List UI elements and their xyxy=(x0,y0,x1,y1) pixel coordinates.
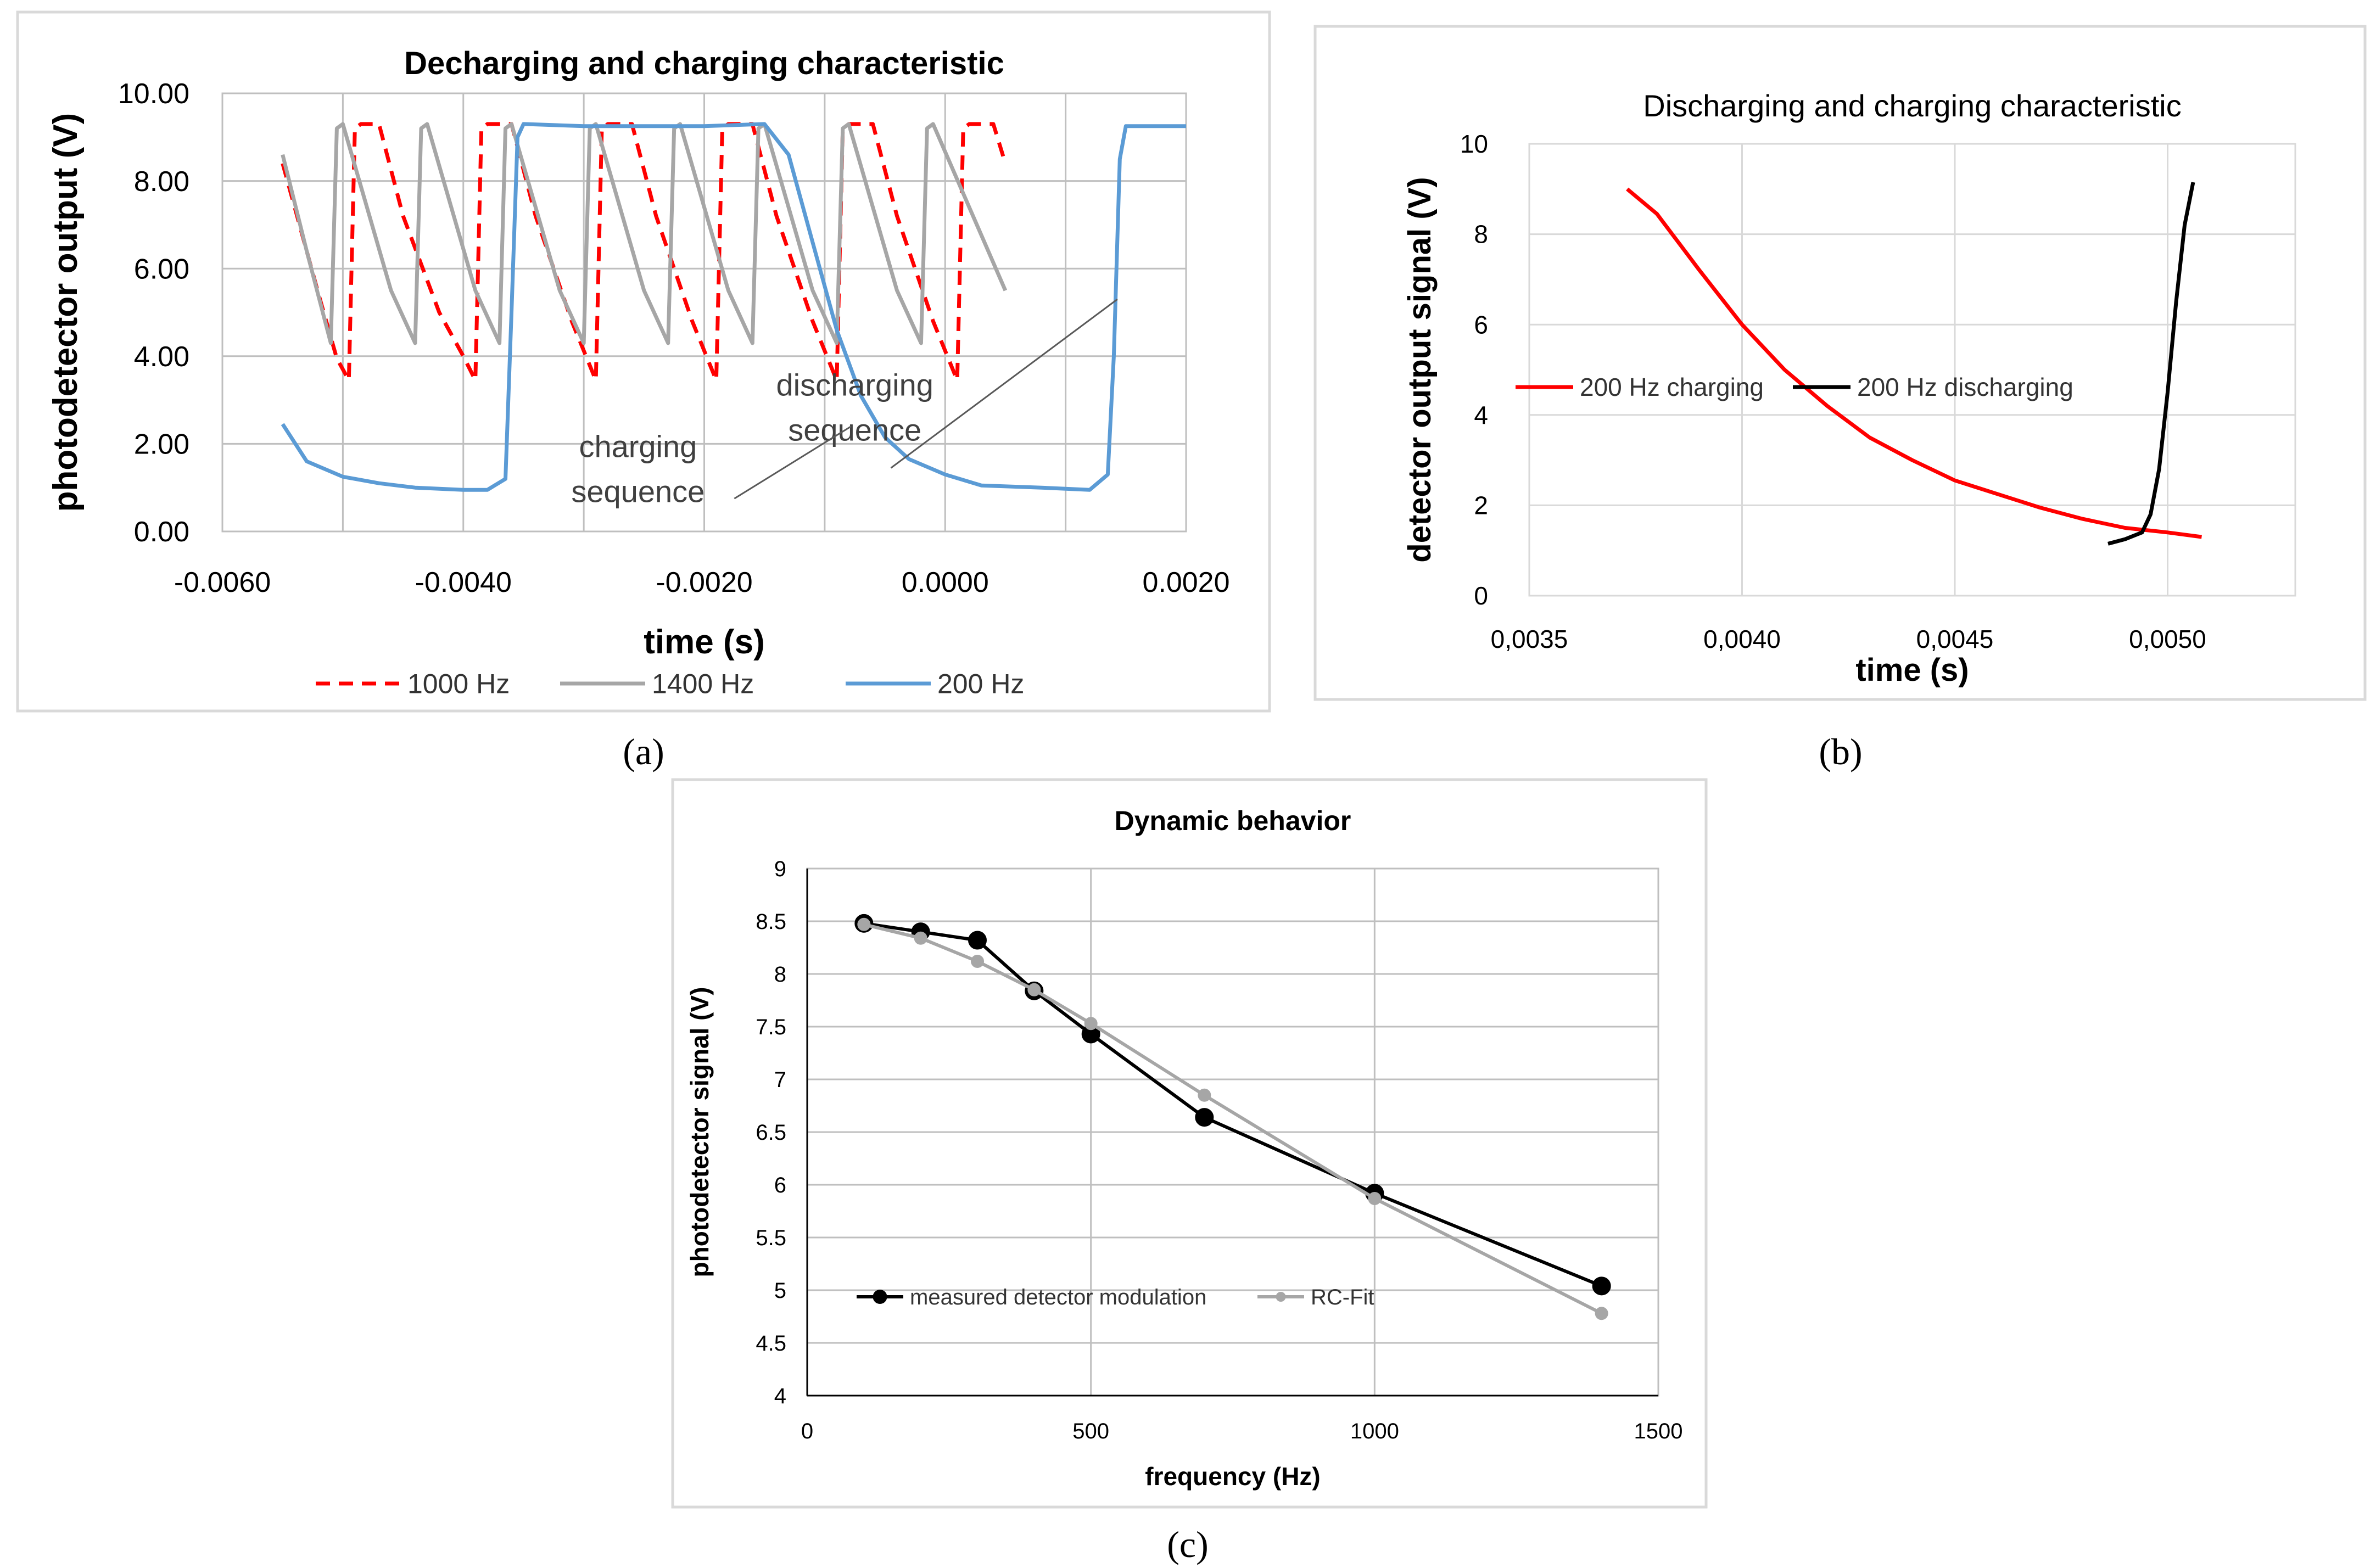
chart-a-y-axis-label: photodetector output (V) xyxy=(47,113,85,512)
chart-b-ytick-label: 6 xyxy=(1474,310,1488,339)
chart-c-ytick-label: 6.5 xyxy=(756,1121,786,1145)
chart-a-title: Decharging and charging characteristic xyxy=(404,46,1004,81)
chart-b-ytick-label: 10 xyxy=(1460,130,1488,158)
chart-c-series-0-point xyxy=(1195,1108,1214,1127)
chart-c-series-1-point xyxy=(1595,1307,1608,1320)
panel-b-frame xyxy=(1313,25,2367,701)
chart-c-ytick-label: 7 xyxy=(774,1068,786,1092)
chart-b: Discharging and charging characteristic 0… xyxy=(1402,88,2296,688)
chart-a-x-axis-label: time (s) xyxy=(644,623,764,661)
chart-c-series-1-point xyxy=(1084,1017,1098,1031)
chart-a-xtick-label: 0.0000 xyxy=(902,567,989,598)
chart-a-ytick-label: 10.00 xyxy=(118,78,189,110)
chart-b-xtick-label: 0,0050 xyxy=(2129,625,2206,653)
chart-b-ytick-label: 0 xyxy=(1474,581,1488,610)
chart-a-ytick-label: 2.00 xyxy=(134,429,189,461)
chart-a-ytick-label: 0.00 xyxy=(134,516,189,548)
chart-c-ytick-label: 5.5 xyxy=(756,1226,786,1250)
chart-a-annotation-text: sequence xyxy=(788,413,921,447)
chart-a-legend-label: 1400 Hz xyxy=(652,669,754,699)
chart-c-series-1-point xyxy=(857,917,871,931)
chart-c-legend-marker xyxy=(1276,1292,1286,1302)
chart-c-y-axis-label: photodetector signal (V) xyxy=(685,987,714,1278)
chart-a-xtick-label: -0.0020 xyxy=(656,567,752,598)
chart-c-ytick-label: 4 xyxy=(774,1384,786,1408)
chart-c-ytick-label: 4.5 xyxy=(756,1331,786,1356)
caption-b: (b) xyxy=(1819,731,1862,772)
caption-a: (a) xyxy=(623,731,664,772)
chart-a-series-line-0 xyxy=(281,122,1008,383)
chart-c-series-1-point xyxy=(971,954,984,968)
chart-b-y-axis-label: detector output signal (V) xyxy=(1402,177,1438,562)
chart-a-plot-area xyxy=(221,92,1187,533)
chart-c-series-0-point xyxy=(1592,1276,1611,1296)
chart-c-ytick-label: 7.5 xyxy=(756,1015,786,1039)
chart-b-series-line-0 xyxy=(1626,187,2202,539)
chart-c-xtick-label: 1000 xyxy=(1350,1419,1399,1443)
chart-a-ytick-label: 8.00 xyxy=(134,166,189,198)
chart-c: Dynamic behavior 0 500 1000 1500 4 4.5 5 5.5 6 6.5… xyxy=(685,805,1682,1491)
chart-a-series-line-2 xyxy=(281,122,1186,492)
chart-c-series-line-1 xyxy=(863,922,1603,1315)
chart-b-title: Discharging and charging characteristic xyxy=(1643,88,2182,123)
chart-a-annotation-leader xyxy=(890,298,1118,469)
chart-b-ytick-label: 4 xyxy=(1474,401,1488,429)
panel-c-frame xyxy=(671,778,1708,1509)
chart-b-ytick-label: 2 xyxy=(1474,491,1488,520)
chart-a-legend-label: 1000 Hz xyxy=(407,669,510,699)
chart-c-xtick-label: 1500 xyxy=(1634,1419,1683,1443)
chart-b-legend-label: 200 Hz charging xyxy=(1580,373,1764,401)
chart-b-legend-label: 200 Hz discharging xyxy=(1857,373,2073,401)
chart-c-ytick-label: 5 xyxy=(774,1279,786,1303)
chart-c-ytick-label: 6 xyxy=(774,1173,786,1197)
chart-c-ytick-label: 8 xyxy=(774,962,786,987)
chart-b-x-axis-label: time (s) xyxy=(1855,652,1969,688)
chart-c-x-axis-label: frequency (Hz) xyxy=(1145,1462,1320,1491)
chart-a: Decharging and charging characteristic -0… xyxy=(47,46,1230,699)
chart-c-legend-marker xyxy=(873,1290,887,1304)
panel-a-frame xyxy=(16,10,1271,713)
chart-c-xtick-label: 0 xyxy=(801,1419,813,1443)
chart-b-series-line-1 xyxy=(2107,182,2195,546)
chart-b-xtick-label: 0,0035 xyxy=(1491,625,1568,653)
chart-a-ytick-label: 6.00 xyxy=(134,253,189,285)
chart-c-ytick-label: 9 xyxy=(774,857,786,881)
chart-a-annotation-text: charging xyxy=(579,429,697,463)
chart-b-xtick-label: 0,0045 xyxy=(1916,625,1994,653)
chart-a-annotation-leader xyxy=(734,425,852,500)
chart-a-series-line-1 xyxy=(281,122,1008,345)
chart-b-xtick-label: 0,0040 xyxy=(1703,625,1781,653)
chart-a-ytick-label: 4.00 xyxy=(134,341,189,373)
chart-c-series-1-point xyxy=(1198,1088,1211,1102)
chart-c-series-1-point xyxy=(1368,1191,1382,1205)
chart-a-xtick-label: -0.0040 xyxy=(415,567,512,598)
chart-c-legend-label: measured detector modulation xyxy=(910,1285,1206,1309)
chart-a-annotation-text: discharging xyxy=(776,368,933,402)
chart-b-ytick-label: 8 xyxy=(1474,220,1488,249)
chart-c-ytick-label: 8.5 xyxy=(756,910,786,934)
chart-b-plot-area xyxy=(1528,143,2296,597)
chart-c-series-1-point xyxy=(1027,983,1041,996)
chart-c-legend-label: RC-Fit xyxy=(1311,1285,1374,1309)
chart-a-legend-label: 200 Hz xyxy=(937,669,1024,699)
chart-a-xtick-label: -0.0060 xyxy=(174,567,271,598)
chart-c-series-1-point xyxy=(914,931,927,945)
chart-c-xtick-label: 500 xyxy=(1072,1419,1109,1443)
chart-c-title: Dynamic behavior xyxy=(1115,805,1351,836)
chart-a-annotation-text: sequence xyxy=(571,474,705,508)
chart-c-series-0-point xyxy=(968,931,987,950)
chart-a-xtick-label: 0.0020 xyxy=(1142,567,1229,598)
caption-c: (c) xyxy=(1167,1524,1208,1565)
